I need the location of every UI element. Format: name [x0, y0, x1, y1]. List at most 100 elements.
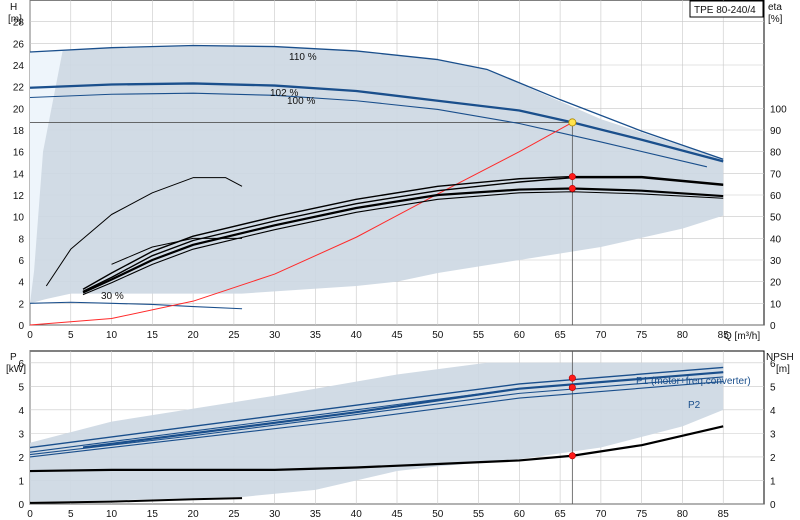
top-y-right-tick-60: 60	[770, 191, 782, 202]
top-x-tick-60: 60	[514, 330, 526, 341]
curve-label-30: 30 %	[101, 291, 124, 302]
p-axis-title: P	[10, 352, 17, 363]
npsh-axis-unit: [m]	[776, 364, 790, 375]
bottom-x-tick-70: 70	[595, 509, 607, 520]
legend-p1: P1 (motor+freq.converter)	[636, 376, 751, 387]
top-x-tick-45: 45	[391, 330, 403, 341]
top-x-tick-70: 70	[595, 330, 607, 341]
top-y-left-tick-26: 26	[13, 39, 25, 50]
bottom-series-npsh-5	[29, 425, 724, 473]
top-y-left-tick-20: 20	[13, 104, 25, 115]
model-box	[689, 0, 764, 18]
top-x-tick-35: 35	[310, 330, 322, 341]
top-marker-0	[568, 173, 576, 181]
top-y-right-tick-80: 80	[770, 148, 782, 159]
bottom-operating-area	[30, 362, 724, 502]
bottom-series-power-3	[29, 381, 724, 458]
bottom-x-tick-80: 80	[677, 509, 689, 520]
bottom-y-left-tick-0: 0	[18, 500, 24, 511]
top-series-head-2	[29, 92, 708, 168]
top-y-left-tick-10: 10	[13, 213, 25, 224]
bottom-y-left-tick-1: 1	[18, 476, 24, 487]
top-y-right-tick-40: 40	[770, 234, 782, 245]
bottom-y-left-tick-5: 5	[18, 382, 24, 393]
top-y-left-tick-16: 16	[13, 148, 25, 159]
top-y-left-tick-18: 18	[13, 126, 25, 137]
top-y-right-tick-0: 0	[770, 321, 776, 332]
bottom-x-tick-15: 15	[147, 509, 159, 520]
bottom-y-right-tick-6: 6	[770, 359, 776, 370]
top-y-right-tick-90: 90	[770, 126, 782, 137]
top-series-eta-6	[82, 176, 724, 293]
x-axis-label: Q [m³/h]	[724, 331, 760, 342]
top-series-eta-7	[82, 175, 724, 290]
top-y-right-tick-70: 70	[770, 169, 782, 180]
bottom-x-tick-10: 10	[106, 509, 118, 520]
bottom-area-fill	[30, 362, 724, 502]
bottom-series-power-2	[29, 376, 724, 456]
y-right-title: eta	[768, 2, 782, 13]
top-series-system-4	[29, 121, 573, 326]
bottom-x-tick-55: 55	[473, 509, 485, 520]
bottom-y-right-tick-2: 2	[770, 453, 776, 464]
bottom-curves	[29, 351, 724, 504]
bottom-x-tick-85: 85	[718, 509, 730, 520]
top-y-right-tick-50: 50	[770, 213, 782, 224]
top-y-left-tick-0: 0	[18, 321, 24, 332]
bottom-x-tick-5: 5	[68, 509, 74, 520]
top-tick-labels: 0 5 10 15 20 25 30 35 40 45 50 55 60 65 70 75 80 85024681…	[13, 18, 787, 341]
top-y-left-tick-8: 8	[18, 234, 24, 245]
top-y-left-tick-4: 4	[18, 278, 24, 289]
bottom-y-right-tick-4: 4	[770, 406, 776, 417]
top-x-tick-10: 10	[106, 330, 118, 341]
top-x-tick-50: 50	[432, 330, 444, 341]
top-x-tick-0: 0	[27, 330, 33, 341]
top-y-right-tick-10: 10	[770, 299, 782, 310]
bottom-x-tick-40: 40	[351, 509, 363, 520]
bottom-x-tick-20: 20	[188, 509, 200, 520]
top-x-tick-75: 75	[636, 330, 648, 341]
bottom-x-tick-75: 75	[636, 509, 648, 520]
bottom-y-left-tick-4: 4	[18, 406, 24, 417]
top-x-tick-80: 80	[677, 330, 689, 341]
top-y-right-tick-100: 100	[770, 104, 787, 115]
top-y-left-tick-14: 14	[13, 169, 25, 180]
top-operating-area	[30, 45, 724, 304]
top-y-left-tick-28: 28	[13, 18, 25, 29]
bottom-x-tick-60: 60	[514, 509, 526, 520]
bottom-series-power_low-6	[29, 497, 243, 504]
top-area-fill	[30, 45, 724, 304]
top-x-tick-15: 15	[147, 330, 159, 341]
power-npsh-panel: 0 5 10 15 20 25 30 35 40 45 50 55 60 65 70 75 80 85012345…	[6, 350, 794, 520]
top-series-eta-10	[111, 237, 243, 265]
top-x-tick-30: 30	[269, 330, 281, 341]
top-series-head-1	[29, 82, 724, 163]
bottom-x-tick-35: 35	[310, 509, 322, 520]
head-efficiency-panel: 0 5 10 15 20 25 30 35 40 45 50 55 60 65 70 75 80 85024681…	[8, 0, 787, 342]
top-y-left-tick-2: 2	[18, 299, 24, 310]
top-y-right-tick-30: 30	[770, 256, 782, 267]
bottom-y-right-tick-5: 5	[770, 382, 776, 393]
top-area-light-fill	[30, 50, 63, 304]
top-x-tick-25: 25	[228, 330, 240, 341]
model-label: TPE 80-240/4	[694, 5, 756, 16]
y-right-unit: [%]	[768, 14, 783, 25]
top-y-left-tick-22: 22	[13, 83, 25, 94]
top-y-left-tick-24: 24	[13, 61, 25, 72]
bottom-marker-0	[568, 374, 576, 382]
curve-label-100: 100 %	[287, 96, 315, 107]
legend-p2: P2	[688, 400, 701, 411]
bottom-series-power-0	[29, 366, 724, 449]
bottom-x-tick-65: 65	[555, 509, 567, 520]
bottom-x-tick-50: 50	[432, 509, 444, 520]
duty-point-marker	[568, 118, 577, 127]
top-x-tick-5: 5	[68, 330, 74, 341]
top-series-head-0	[29, 44, 724, 160]
bottom-y-left-tick-2: 2	[18, 453, 24, 464]
bottom-x-tick-45: 45	[391, 509, 403, 520]
top-y-left-tick-6: 6	[18, 256, 24, 267]
top-x-tick-20: 20	[188, 330, 200, 341]
curve-label-110: 110 %	[289, 52, 317, 63]
curve-label-102: 102 %	[270, 88, 298, 99]
